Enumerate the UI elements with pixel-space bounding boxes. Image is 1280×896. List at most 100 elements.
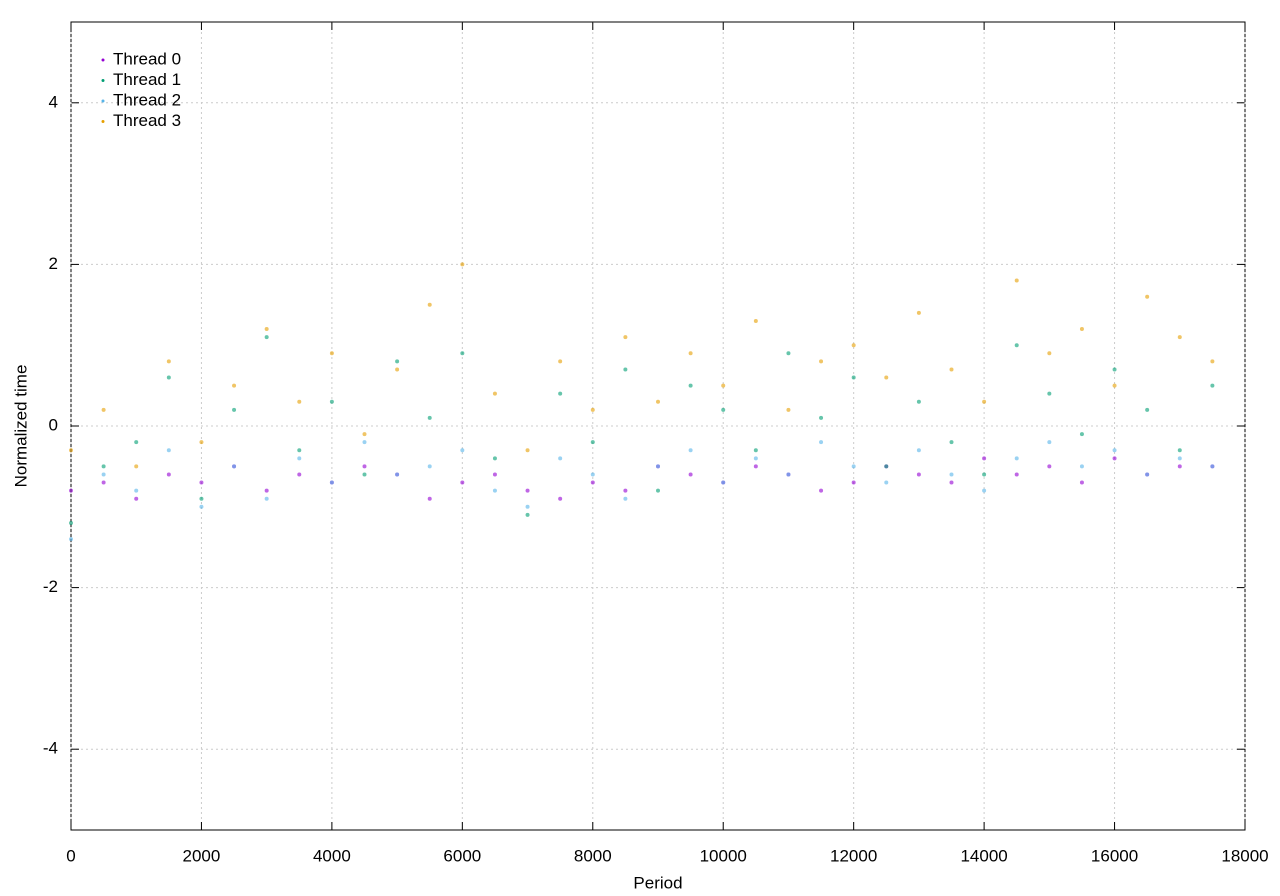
data-point [623, 367, 628, 372]
data-point [69, 537, 73, 542]
data-point [264, 496, 269, 501]
data-point [623, 335, 628, 340]
data-point [916, 310, 921, 315]
data-point [101, 407, 106, 412]
data-point [1177, 464, 1182, 469]
data-point [721, 383, 726, 388]
data-point [362, 472, 367, 477]
data-point [819, 488, 824, 493]
data-point [460, 351, 465, 356]
y-tick-label: 2 [49, 254, 58, 273]
data-point [558, 456, 563, 461]
y-tick-label: 0 [49, 415, 58, 434]
data-point [1047, 391, 1052, 396]
data-point [949, 472, 954, 477]
data-point [264, 335, 269, 340]
data-point [232, 383, 237, 388]
data-point [69, 448, 73, 453]
data-point [558, 359, 563, 364]
data-point [69, 520, 73, 525]
data-point [623, 488, 628, 493]
x-tick-label: 12000 [830, 846, 877, 865]
data-point [590, 440, 595, 445]
data-point [982, 456, 987, 461]
data-point [492, 391, 497, 396]
data-point [492, 472, 497, 477]
data-point [492, 456, 497, 461]
data-point [916, 448, 921, 453]
data-point [1145, 407, 1150, 412]
data-point [1079, 464, 1084, 469]
data-point [982, 472, 987, 477]
data-point [688, 383, 693, 388]
data-point [753, 448, 758, 453]
legend-marker [101, 99, 105, 103]
data-point [721, 480, 726, 485]
data-point [753, 318, 758, 323]
x-tick-label: 2000 [183, 846, 221, 865]
data-point [851, 480, 856, 485]
data-point [395, 367, 400, 372]
data-point [297, 399, 302, 404]
data-point [297, 472, 302, 477]
data-point [884, 375, 889, 380]
y-axis-label: Normalized time [11, 365, 30, 488]
data-point [1079, 327, 1084, 332]
data-point [362, 432, 367, 437]
y-tick-label: -2 [43, 577, 58, 596]
data-point [525, 488, 530, 493]
data-point [264, 488, 269, 493]
data-point [492, 488, 497, 493]
x-tick-label: 0 [66, 846, 75, 865]
data-point [656, 464, 660, 469]
data-point [525, 512, 530, 517]
data-point [101, 472, 106, 477]
data-point [1112, 456, 1117, 461]
data-point [1014, 278, 1019, 283]
data-point [1112, 448, 1117, 453]
data-point [1079, 432, 1084, 437]
data-point [1210, 383, 1215, 388]
data-point [688, 448, 693, 453]
data-point [851, 375, 856, 380]
data-point [656, 488, 660, 493]
legend-label: Thread 3 [113, 111, 181, 130]
data-point [199, 504, 204, 509]
data-point [884, 464, 889, 469]
data-point [1112, 383, 1117, 388]
legend-marker [101, 120, 105, 123]
x-tick-label: 14000 [960, 846, 1007, 865]
data-point [362, 464, 367, 469]
data-point [916, 472, 921, 477]
data-point [1079, 480, 1084, 485]
data-point [688, 472, 693, 477]
data-point [819, 440, 824, 445]
data-point [329, 480, 334, 485]
data-point [786, 351, 791, 356]
data-point [590, 480, 595, 485]
data-point [199, 440, 204, 445]
data-point [395, 359, 400, 364]
data-point [166, 472, 171, 477]
data-point [134, 440, 139, 445]
data-point [1047, 440, 1052, 445]
x-tick-label: 16000 [1091, 846, 1138, 865]
data-point [362, 440, 367, 445]
data-point [232, 464, 237, 469]
data-point [1014, 343, 1019, 348]
data-point [982, 488, 987, 493]
y-tick-label: 4 [49, 92, 58, 111]
data-point [329, 351, 334, 356]
data-point [558, 391, 563, 396]
data-point [1210, 359, 1215, 364]
x-tick-label: 4000 [313, 846, 351, 865]
data-point [949, 480, 954, 485]
data-point [590, 472, 595, 477]
x-axis-label: Period [633, 873, 682, 892]
data-point [1145, 294, 1150, 299]
data-point [427, 302, 432, 307]
data-point [1047, 351, 1052, 356]
data-point [264, 327, 269, 332]
data-point [427, 464, 432, 469]
